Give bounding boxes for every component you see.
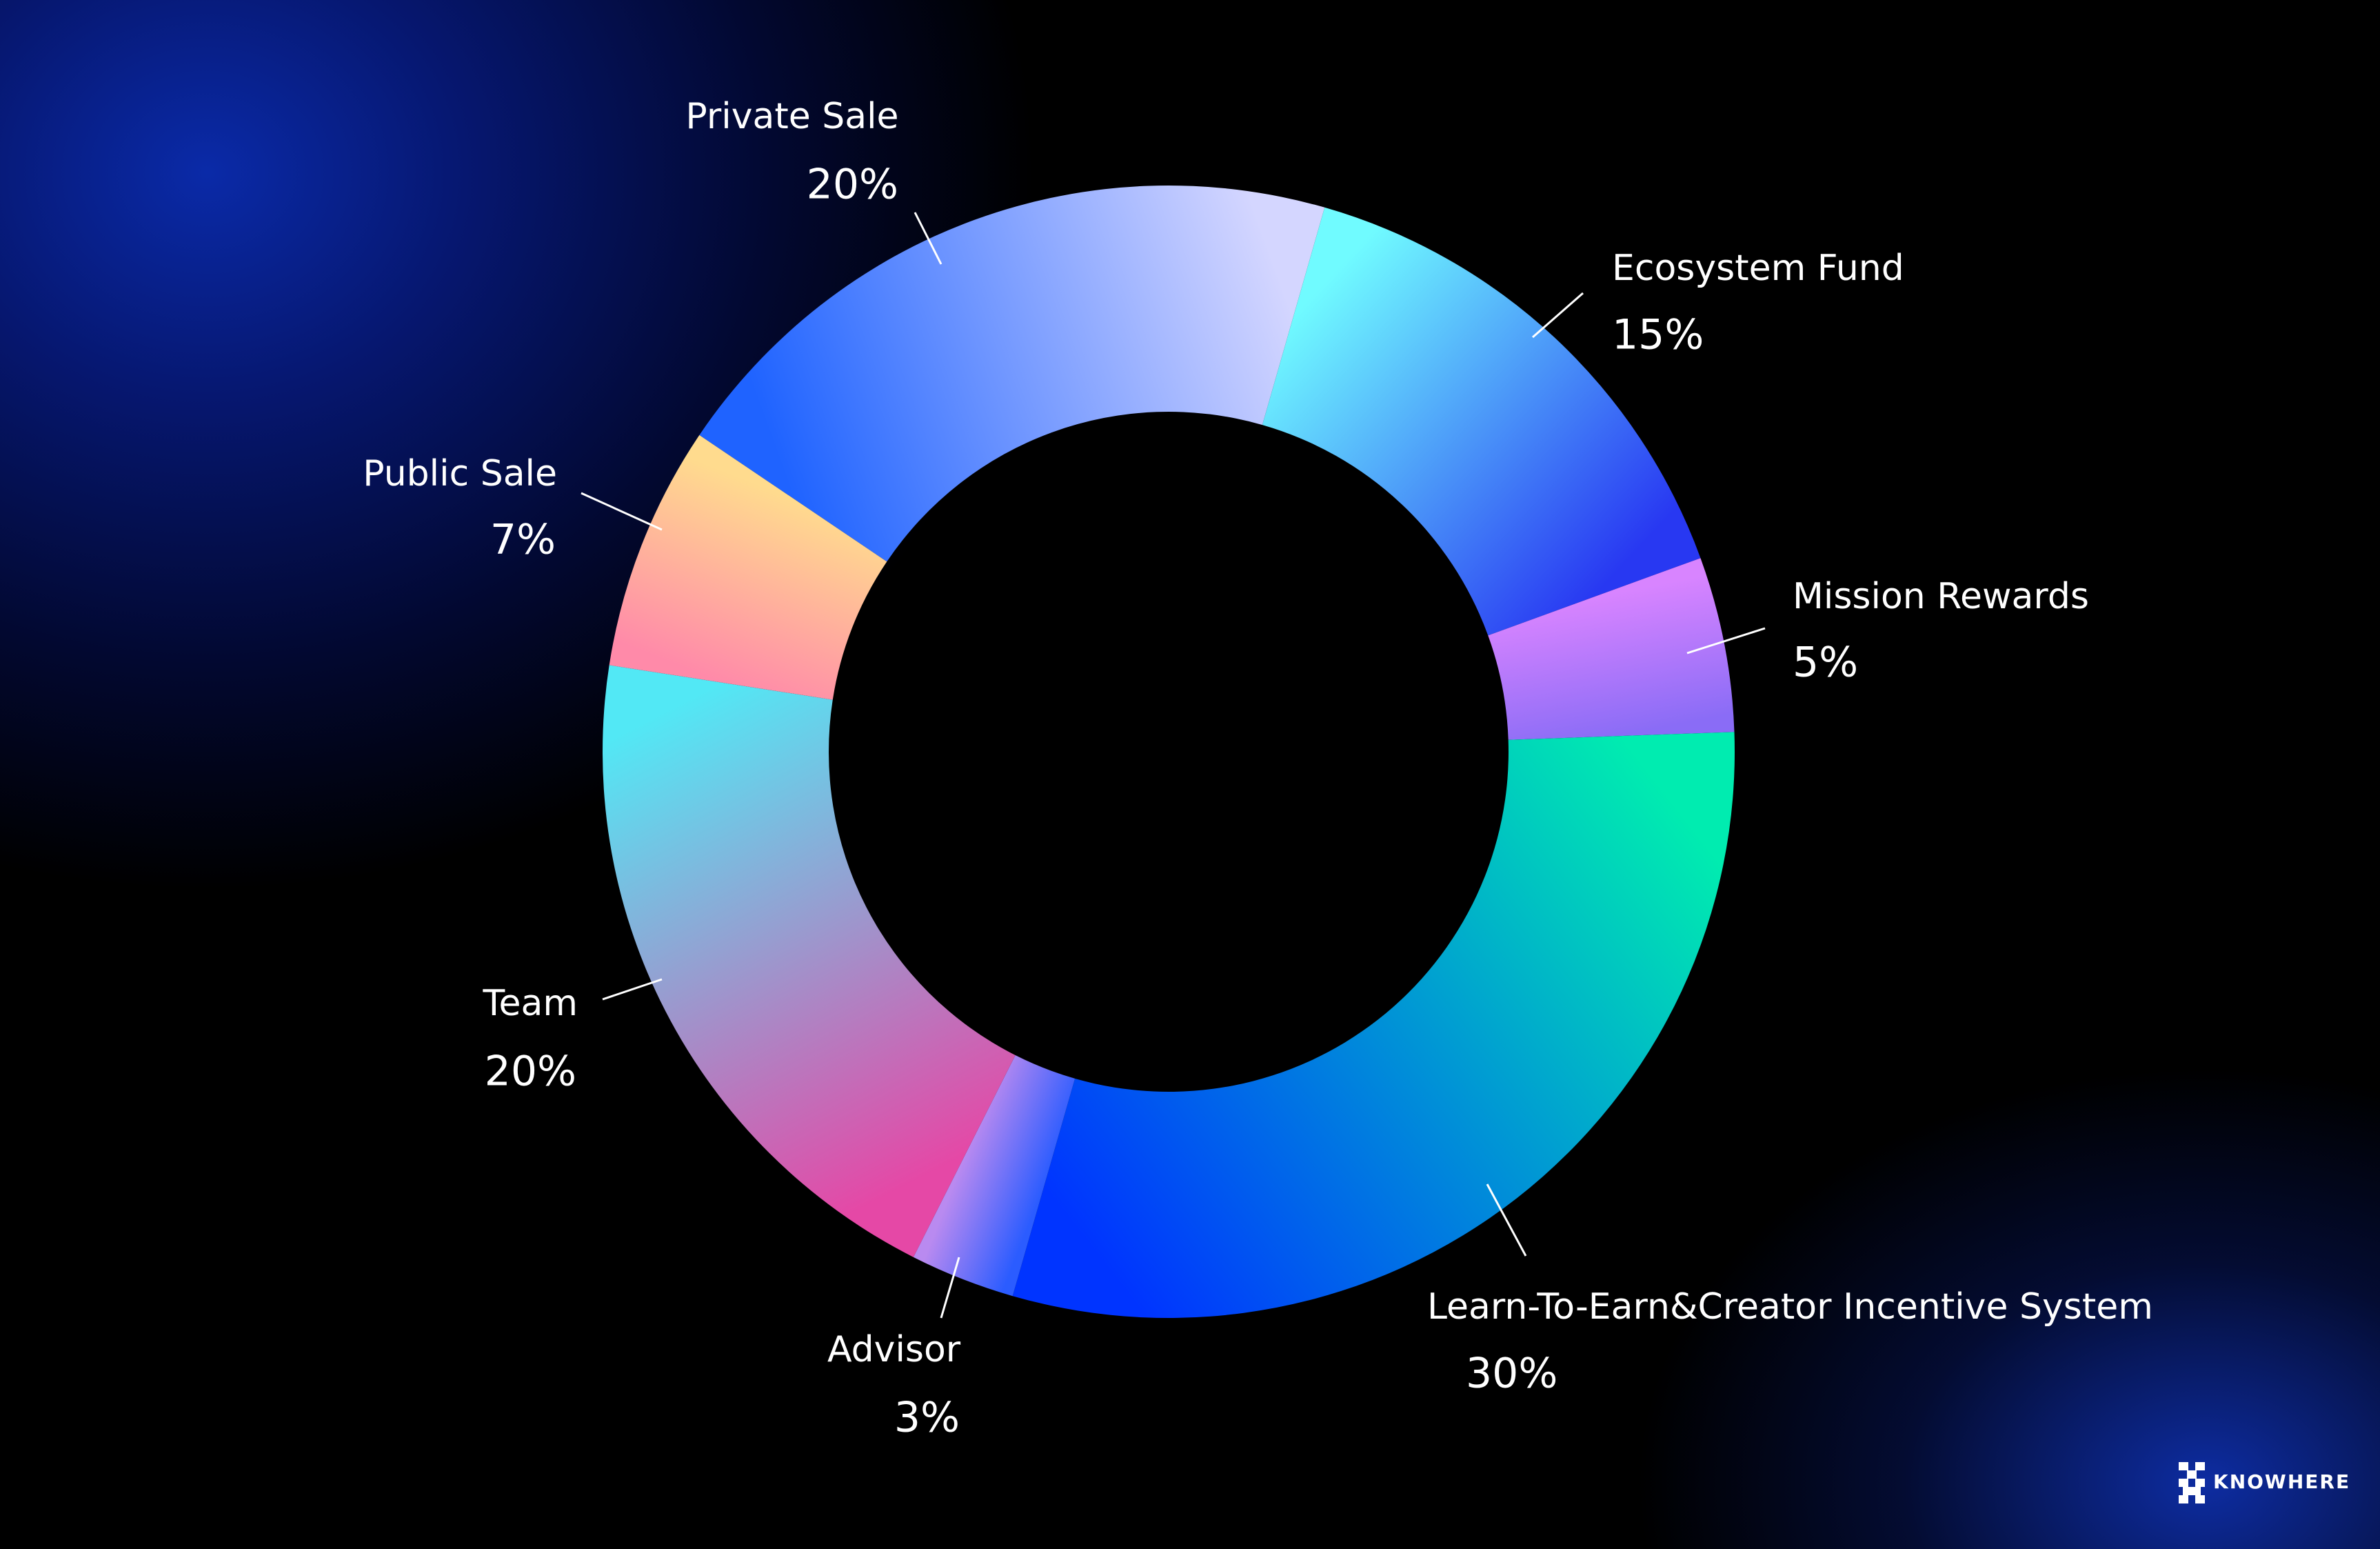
segment-value: 15% [1612,311,1704,359]
brand-name: KNOWHERE [2213,1470,2350,1493]
leader-line [1686,627,1766,654]
leader-line [602,978,663,1001]
leader-line [914,212,942,265]
segment-name: Advisor [827,1329,961,1370]
donut-segment [603,665,1016,1257]
segment-name: Team [483,983,578,1024]
segment-name: Ecosystem Fund [1612,248,1904,289]
donut-segment [609,434,887,700]
brand-logo [2179,1462,2205,1503]
segment-name: Learn-To-Earn&Creator Incentive System [1427,1286,2153,1328]
leader-line [1532,292,1584,339]
segment-value: 30% [1466,1350,1557,1398]
segment-name: Private Sale [685,96,898,137]
segment-name: Public Sale [363,453,557,494]
donut-segment [913,1055,1076,1297]
segment-value: 5% [1793,639,1858,687]
leader-line [940,1257,960,1319]
segment-value: 20% [485,1048,576,1096]
donut-segment [1012,732,1735,1318]
segment-value: 20% [807,161,898,209]
leader-line [581,492,663,531]
donut-segment [699,185,1325,562]
donut-segment [1488,558,1735,740]
segment-value: 3% [894,1394,960,1442]
segment-value: 7% [490,516,556,564]
donut-segment [1262,207,1701,636]
leader-line [1486,1183,1527,1257]
segment-name: Mission Rewards [1793,576,2089,617]
